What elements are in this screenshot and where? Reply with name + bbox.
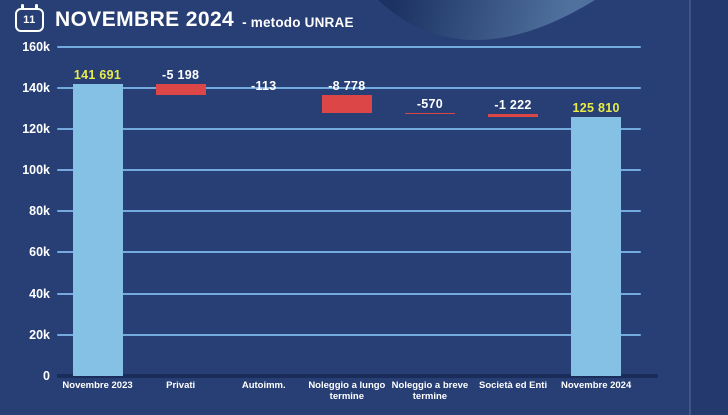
x-axis-category-label-autoimm: Autoimm. (241, 380, 286, 391)
value-label-societ-ed-enti: -1 222 (494, 98, 532, 113)
calendar-day-number: 11 (23, 14, 36, 26)
gridline (57, 86, 641, 89)
bar-novembre-2024 (571, 116, 622, 376)
page-title: NOVEMBRE 2024 (55, 8, 235, 31)
gridline (57, 210, 641, 213)
y-axis-tick-label: 0 (43, 369, 50, 383)
x-axis-category-label-noleggio-a-lungo-termine: Noleggio a lungo termine (308, 380, 386, 402)
gridline (57, 127, 641, 130)
y-axis-tick-label: 20k (29, 327, 50, 342)
y-axis-tick-label: 140k (22, 80, 50, 95)
x-axis-category-label-noleggio-a-breve-termine: Noleggio a breve termine (391, 380, 469, 402)
calendar-icon: 11 (15, 4, 44, 32)
bar-noleggio-a-lungo-termine (321, 95, 372, 114)
y-axis-tick-label: 40k (29, 286, 50, 301)
bar-noleggio-a-breve-termine (404, 113, 455, 115)
gridline (57, 333, 641, 336)
y-axis-tick-label: 160k (22, 39, 50, 54)
value-label-novembre-2024: 125 810 (572, 100, 620, 115)
value-label-privati: -5 198 (162, 68, 200, 83)
value-label-autoimm: -113 (250, 78, 277, 93)
calendar-ring-right-icon (35, 4, 38, 10)
x-axis-zero-line (57, 374, 658, 378)
bar-privati (155, 84, 206, 95)
header: 11 NOVEMBRE 2024 - metodo UNRAE (15, 4, 354, 36)
right-edge-shade (690, 0, 728, 415)
x-axis-category-label-societ-ed-enti: Società ed Enti (478, 380, 548, 391)
right-edge-line (689, 0, 691, 415)
x-axis-category-label-privati: Privati (166, 380, 196, 391)
bar-societ-ed-enti (488, 114, 539, 117)
gridline (57, 251, 641, 254)
y-axis-tick-label: 100k (22, 163, 50, 178)
value-label-noleggio-a-breve-termine: -570 (416, 97, 444, 112)
value-label-novembre-2023: 141 691 (73, 68, 122, 83)
y-axis-tick-label: 120k (22, 121, 50, 136)
bar-novembre-2023 (72, 84, 123, 376)
value-label-noleggio-a-lungo-termine: -8 778 (328, 79, 366, 94)
calendar-ring-left-icon (21, 4, 24, 10)
page-subtitle: - metodo UNRAE (242, 14, 354, 30)
x-axis-category-label-novembre-2023: Novembre 2023 (62, 380, 133, 391)
gridline (57, 45, 641, 48)
x-axis-category-label-novembre-2024: Novembre 2024 (561, 380, 632, 391)
gridline (57, 292, 641, 295)
gridline (57, 169, 641, 172)
y-axis-tick-label: 80k (29, 204, 50, 219)
y-axis-tick-label: 60k (29, 245, 50, 260)
